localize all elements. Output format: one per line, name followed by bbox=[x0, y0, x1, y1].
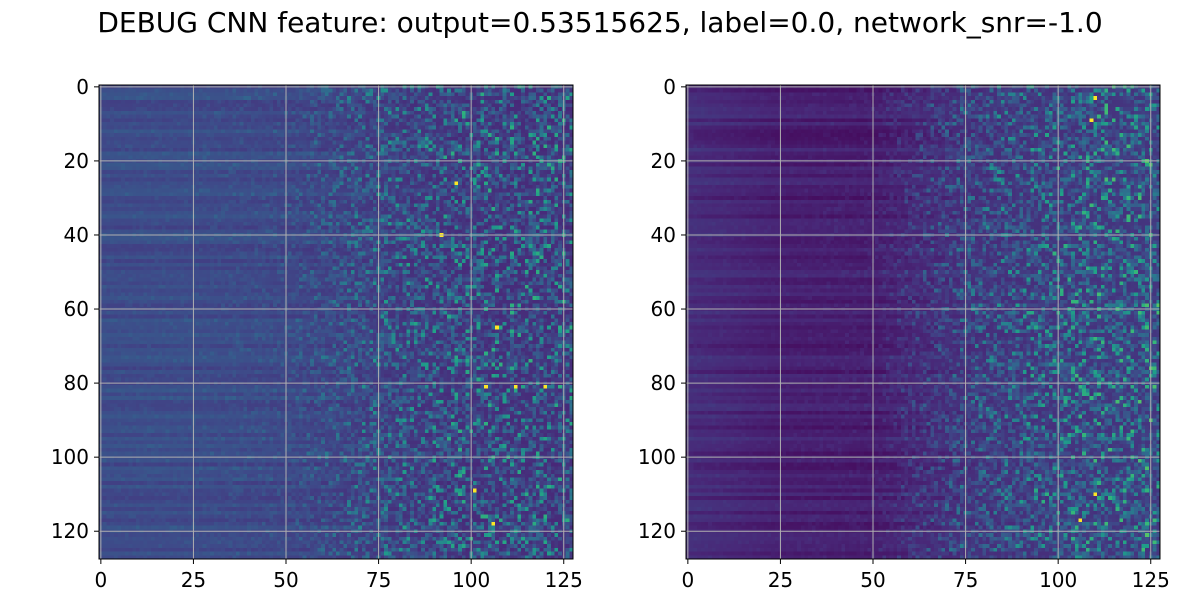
y-tick-label: 60 bbox=[651, 297, 676, 321]
x-tick-label: 25 bbox=[181, 568, 206, 592]
x-tick-label: 75 bbox=[953, 568, 978, 592]
y-tick-label: 80 bbox=[651, 371, 676, 395]
x-tick-label: 100 bbox=[1039, 568, 1077, 592]
x-tick-label: 50 bbox=[860, 568, 885, 592]
y-tick-label: 100 bbox=[638, 445, 676, 469]
y-tick-label: 20 bbox=[651, 149, 676, 173]
x-tick-label: 75 bbox=[366, 568, 391, 592]
axes-frame bbox=[98, 84, 574, 560]
x-tick-label: 0 bbox=[94, 568, 107, 592]
y-tick-label: 40 bbox=[651, 223, 676, 247]
y-tick-label: 20 bbox=[64, 149, 89, 173]
y-tick-label: 0 bbox=[663, 75, 676, 99]
x-tick-label: 25 bbox=[768, 568, 793, 592]
y-tick-label: 120 bbox=[51, 519, 89, 543]
x-tick-label: 100 bbox=[452, 568, 490, 592]
y-tick-label: 100 bbox=[51, 445, 89, 469]
x-tick-label: 125 bbox=[1132, 568, 1170, 592]
figure-title: DEBUG CNN feature: output=0.53515625, la… bbox=[97, 6, 1103, 39]
y-tick-label: 40 bbox=[64, 223, 89, 247]
x-tick-label: 50 bbox=[273, 568, 298, 592]
y-tick-label: 60 bbox=[64, 297, 89, 321]
heatmap-image bbox=[99, 85, 573, 559]
heatmap-image bbox=[686, 85, 1160, 559]
x-tick-label: 0 bbox=[681, 568, 694, 592]
axes-frame bbox=[685, 84, 1161, 560]
y-tick-label: 80 bbox=[64, 371, 89, 395]
y-tick-label: 120 bbox=[638, 519, 676, 543]
x-tick-label: 125 bbox=[545, 568, 583, 592]
y-tick-label: 0 bbox=[76, 75, 89, 99]
